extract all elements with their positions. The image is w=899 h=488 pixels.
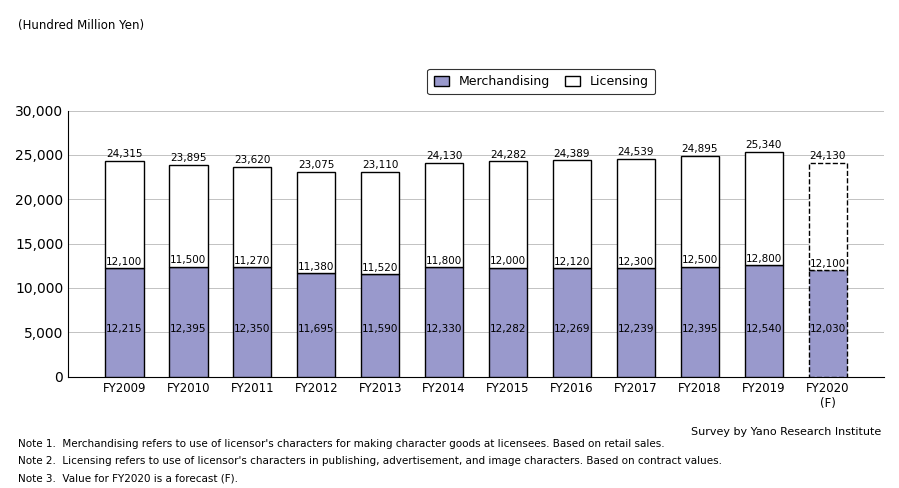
Text: 24,130: 24,130 (809, 151, 846, 161)
Text: 12,269: 12,269 (554, 324, 591, 334)
Text: 12,500: 12,500 (681, 255, 718, 265)
Bar (233, 267, 271, 377)
Text: 24,315: 24,315 (106, 149, 143, 159)
Legend: Merchandising, Licensing: Merchandising, Licensing (427, 69, 655, 94)
Text: Note 2.  Licensing refers to use of licensor's characters in publishing, adverti: Note 2. Licensing refers to use of licen… (18, 456, 722, 466)
Bar (744, 152, 783, 265)
Text: (Hundred Million Yen): (Hundred Million Yen) (18, 19, 144, 32)
Text: 11,520: 11,520 (362, 263, 398, 272)
Bar (169, 267, 208, 377)
Text: 12,350: 12,350 (234, 324, 271, 334)
Text: 23,895: 23,895 (170, 153, 207, 163)
Text: 12,215: 12,215 (106, 324, 143, 334)
Bar (681, 267, 719, 377)
Bar (553, 161, 592, 268)
Text: 11,590: 11,590 (362, 324, 398, 334)
Text: 12,395: 12,395 (170, 324, 207, 334)
Text: 11,695: 11,695 (298, 324, 334, 334)
Text: 12,030: 12,030 (810, 324, 846, 334)
Bar (489, 268, 527, 377)
Bar (617, 159, 655, 268)
Text: 12,540: 12,540 (745, 324, 782, 334)
Text: 24,130: 24,130 (426, 151, 462, 161)
Bar (808, 163, 847, 270)
Bar (744, 265, 783, 377)
Text: 12,120: 12,120 (554, 257, 590, 266)
Text: 12,239: 12,239 (618, 324, 654, 334)
Bar (681, 156, 719, 267)
Text: 12,330: 12,330 (426, 324, 462, 334)
Text: 12,800: 12,800 (745, 254, 782, 264)
Bar (361, 172, 399, 274)
Text: 11,380: 11,380 (298, 262, 334, 272)
Text: 12,000: 12,000 (490, 256, 526, 266)
Text: 12,100: 12,100 (810, 259, 846, 268)
Text: 12,282: 12,282 (490, 324, 526, 334)
Text: 23,620: 23,620 (234, 155, 271, 165)
Text: Note 1.  Merchandising refers to use of licensor's characters for making charact: Note 1. Merchandising refers to use of l… (18, 439, 664, 449)
Bar (105, 268, 144, 377)
Bar (169, 165, 208, 267)
Text: Note 3.  Value for FY2020 is a forecast (F).: Note 3. Value for FY2020 is a forecast (… (18, 473, 238, 483)
Text: Survey by Yano Research Institute: Survey by Yano Research Institute (690, 427, 881, 437)
Text: 23,110: 23,110 (362, 160, 398, 170)
Text: 12,300: 12,300 (618, 257, 654, 267)
Bar (425, 163, 463, 267)
Bar (361, 274, 399, 377)
Text: 11,270: 11,270 (234, 256, 271, 266)
Text: 23,075: 23,075 (298, 160, 334, 170)
Text: 11,500: 11,500 (170, 255, 207, 265)
Text: 24,389: 24,389 (554, 148, 591, 159)
Bar (617, 268, 655, 377)
Text: 24,282: 24,282 (490, 149, 526, 160)
Bar (808, 270, 847, 377)
Bar (297, 273, 335, 377)
Text: 12,395: 12,395 (681, 324, 718, 334)
Bar (425, 267, 463, 377)
Text: 24,539: 24,539 (618, 147, 654, 157)
Bar (233, 167, 271, 267)
Text: 11,800: 11,800 (426, 256, 462, 266)
Bar (553, 268, 592, 377)
Text: 24,895: 24,895 (681, 144, 718, 154)
Text: 25,340: 25,340 (745, 140, 782, 150)
Bar (489, 161, 527, 268)
Bar (105, 161, 144, 268)
Text: 12,100: 12,100 (106, 257, 143, 267)
Bar (297, 172, 335, 273)
